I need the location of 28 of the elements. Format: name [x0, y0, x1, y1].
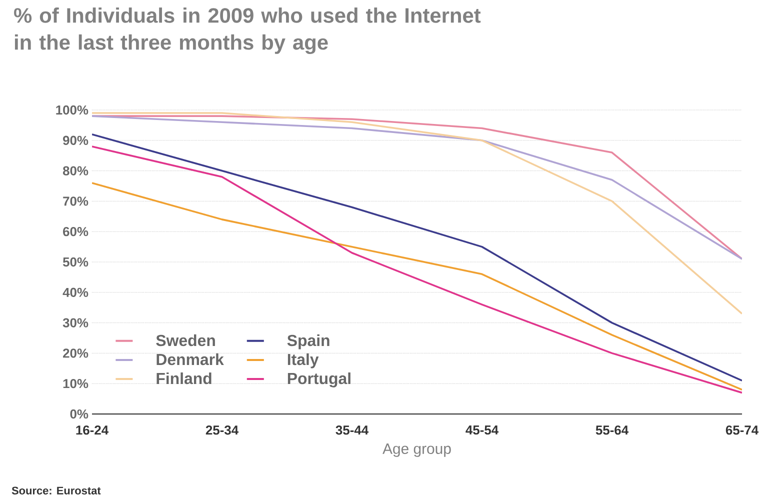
x-tick-label: 55-64: [596, 426, 628, 435]
x-tick-label: 16-24: [76, 426, 108, 435]
x-axis-title: Age group: [382, 444, 451, 457]
legend-label: Denmark: [156, 353, 224, 366]
legend-label: Italy: [288, 353, 319, 368]
source-note: Source: Eurostat: [12, 486, 101, 494]
legend-label: Spain: [287, 334, 330, 350]
y-tick-label: 80%: [62, 166, 88, 176]
x-tick-label: 45-54: [466, 426, 498, 435]
chart-title: % of Individuals in 2009 who used the Internet in the last three months by age: [14, 8, 481, 54]
y-tick-label: 10%: [63, 379, 88, 388]
legend-label: Finland: [156, 372, 212, 384]
y-tick-label: 0%: [70, 409, 88, 419]
y-tick-label: 30%: [62, 318, 88, 328]
line-series: [92, 112, 742, 315]
y-tick-label: 100%: [56, 105, 88, 115]
legend-label: Portugal: [288, 372, 350, 388]
y-tick-label: 70%: [63, 196, 88, 206]
y-tick-label: 50%: [62, 257, 88, 267]
line-series: [92, 115, 742, 260]
x-tick-label: 35-44: [336, 426, 368, 435]
y-tick-label: 20%: [63, 348, 88, 358]
y-tick-label: 40%: [62, 288, 88, 297]
x-tick-label: 25-34: [206, 426, 238, 435]
y-tick-label: 60%: [63, 227, 88, 236]
x-tick-label: 65-74: [726, 426, 758, 435]
y-tick-label: 90%: [63, 136, 88, 145]
legend-label: Sweden: [156, 334, 215, 346]
